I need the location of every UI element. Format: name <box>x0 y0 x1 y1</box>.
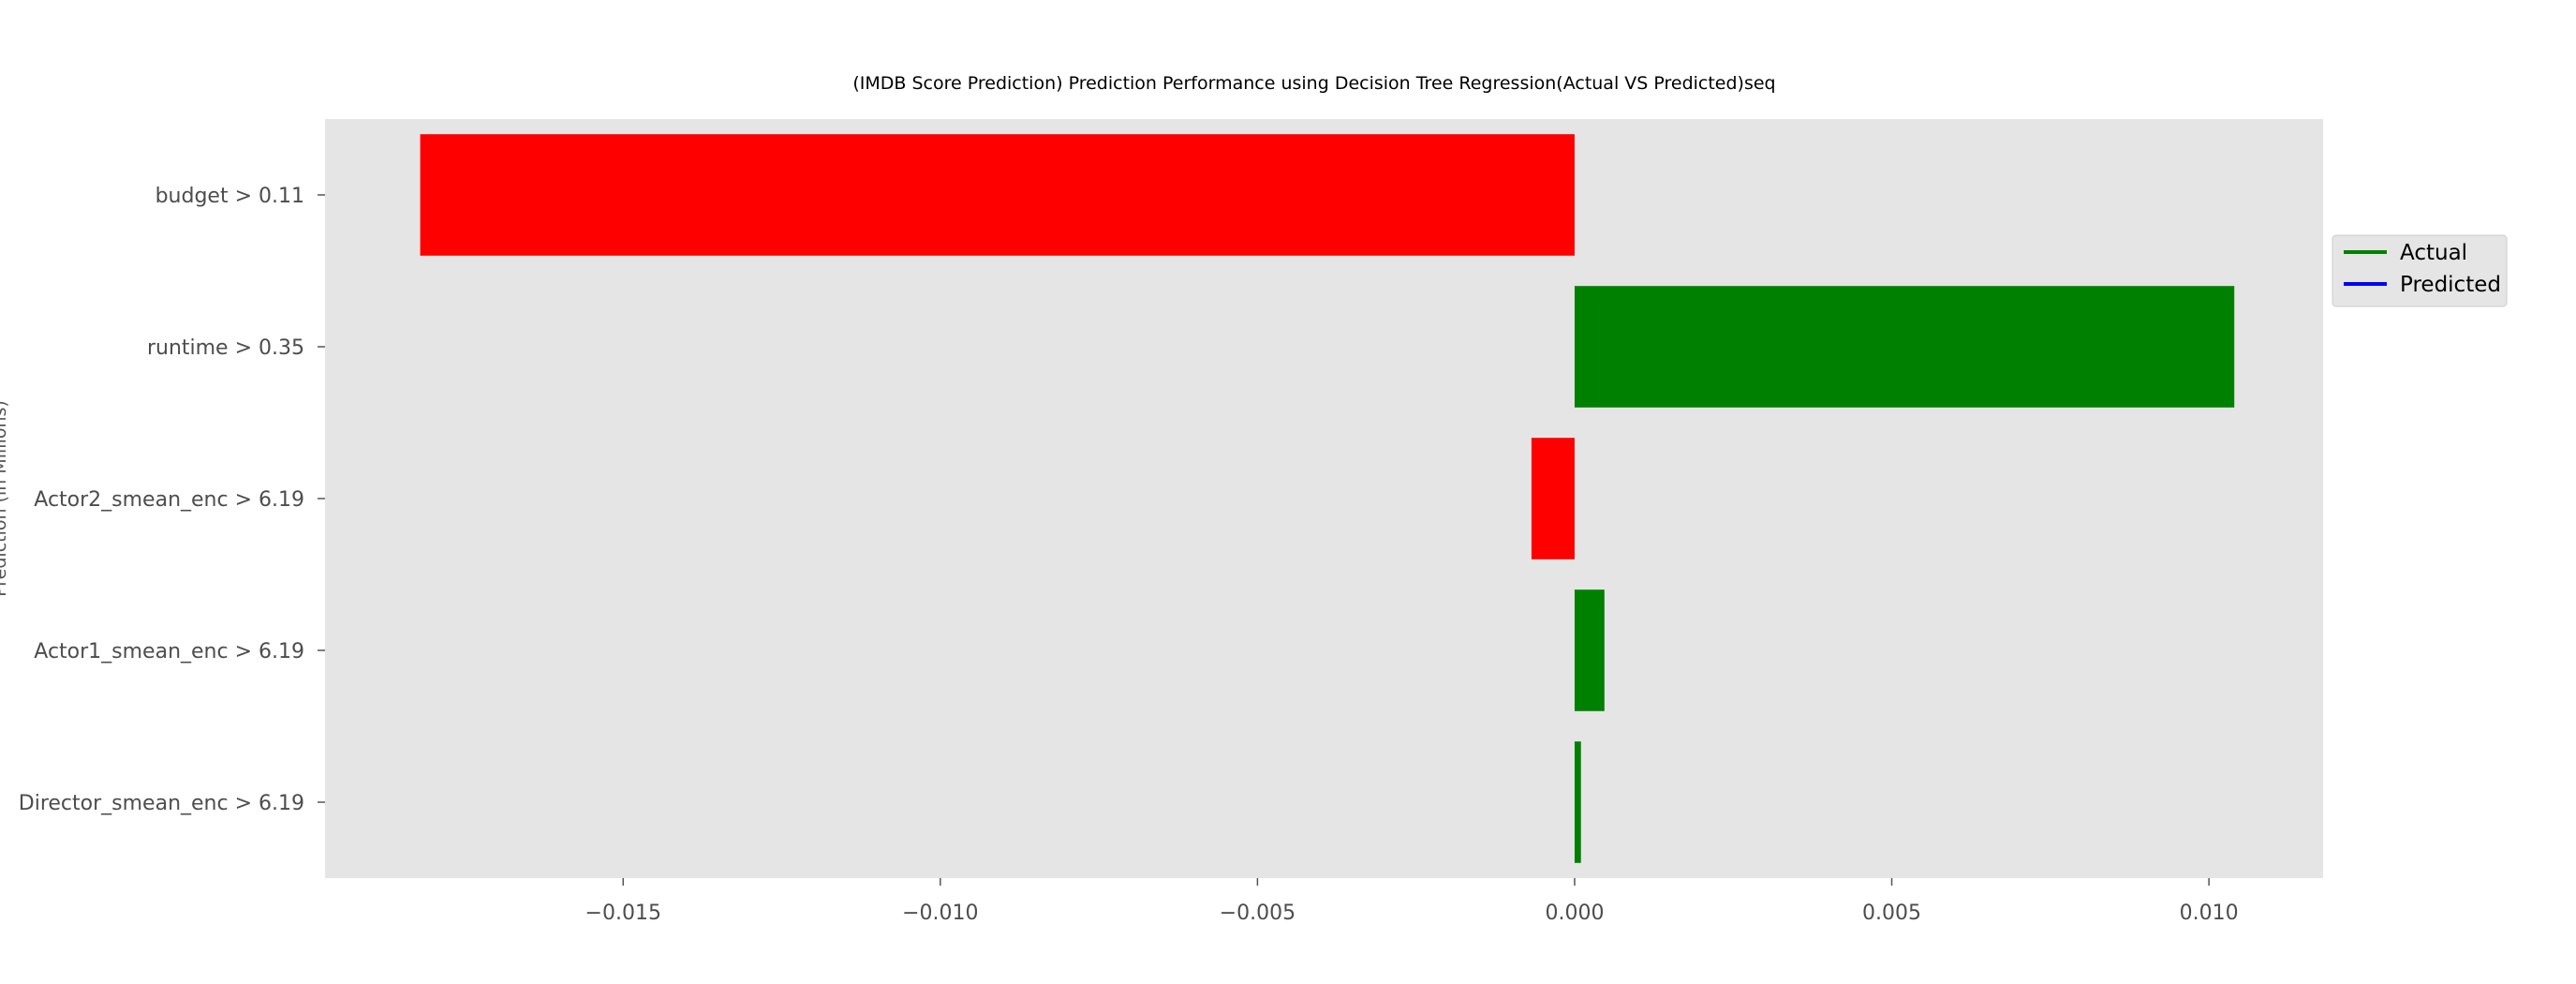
bar-4 <box>1574 741 1581 863</box>
y-tick-marks <box>318 194 325 803</box>
x-tick-label-1: −0.010 <box>902 902 978 925</box>
bar-3 <box>1574 589 1605 711</box>
x-tick-labels: −0.015 −0.010 −0.005 0.000 0.005 0.010 <box>585 902 2239 925</box>
y-tick-label-4: Director_smean_enc > 6.19 <box>19 792 304 815</box>
x-tick-label-2: −0.005 <box>1220 902 1295 925</box>
bar-2 <box>1531 438 1575 559</box>
bar-0 <box>420 134 1575 256</box>
x-tick-label-5: 0.010 <box>2180 902 2239 925</box>
x-tick-label-4: 0.005 <box>1862 902 1921 925</box>
y-tick-label-1: runtime > 0.35 <box>147 336 304 360</box>
y-axis-label: Prediction (in Millions) <box>0 400 10 597</box>
legend-label-predicted: Predicted <box>2400 273 2501 297</box>
legend-label-actual: Actual <box>2400 241 2467 265</box>
x-tick-label-3: 0.000 <box>1545 902 1604 925</box>
x-tick-marks <box>622 878 2210 886</box>
chart-title: (IMDB Score Prediction) Prediction Perfo… <box>852 73 1775 94</box>
x-tick-label-0: −0.015 <box>585 902 661 925</box>
bars <box>420 134 2235 863</box>
y-tick-labels: budget > 0.11 runtime > 0.35 Actor2_smean_… <box>19 185 304 815</box>
legend: Actual Predicted <box>2332 234 2508 307</box>
bar-1 <box>1574 286 2235 408</box>
y-tick-label-0: budget > 0.11 <box>155 185 304 208</box>
y-tick-label-2: Actor2_smean_enc > 6.19 <box>34 488 304 512</box>
y-tick-label-3: Actor1_smean_enc > 6.19 <box>34 640 304 663</box>
